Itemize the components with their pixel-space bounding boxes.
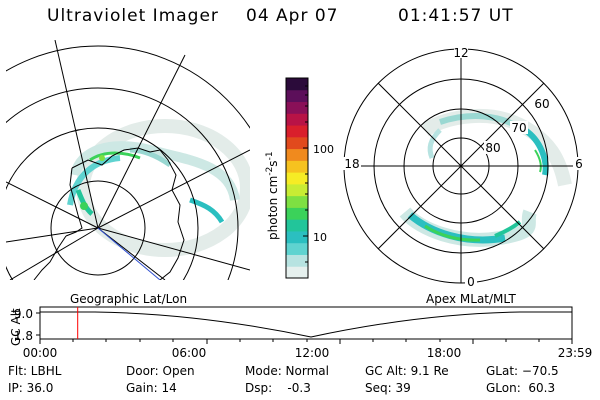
colorbar-cell <box>286 172 308 185</box>
mlt-label-12: 12 <box>453 46 468 60</box>
altitude-curve <box>40 311 572 338</box>
colorbar-cell <box>286 148 308 161</box>
colorbar-cell <box>286 195 308 208</box>
latitude-circles <box>6 45 250 280</box>
mlt-label-6: 6 <box>575 157 583 171</box>
colorbar-tick-100: 100 <box>313 143 334 156</box>
mlat-label-80: 80 <box>485 141 500 155</box>
colorbar-cell <box>286 207 308 220</box>
colorbar-label: photon cm-2s-1 <box>265 151 280 240</box>
aurora-emission-geographic <box>67 119 250 257</box>
colorbar-minor-ticks <box>305 85 308 263</box>
colorbar-cell <box>286 219 308 232</box>
colorbar-cell <box>286 125 308 138</box>
mlat-label-70: 70 <box>511 121 526 135</box>
mlt-label-18: 18 <box>344 157 359 171</box>
date-label: 04 Apr 07 <box>246 6 339 26</box>
time-tick-2359: 23:59 <box>558 346 593 360</box>
time-tick-1800: 18:00 <box>427 346 462 360</box>
colorbar-cell <box>286 266 308 279</box>
gc-alt-info: GC Alt: 9.1 Re <box>365 364 449 378</box>
mlt-label-0: 0 <box>467 275 475 289</box>
dsp-info: Dsp: -0.3 <box>245 381 311 395</box>
glat-info: GLat: −70.5 <box>486 364 559 378</box>
alt-axis-label: GC Alt <box>9 308 23 346</box>
time-tick-1200: 12:00 <box>295 346 330 360</box>
colorbar-cell <box>286 113 308 126</box>
geographic-label: Geographic Lat/Lon <box>70 292 187 306</box>
time-tick-0600: 06:00 <box>172 346 207 360</box>
colorbar-tick-10: 10 <box>313 231 327 244</box>
colorbar-cell <box>286 136 308 150</box>
colorbar-cell <box>286 160 308 173</box>
filter-info: Flt: LBHL <box>8 364 62 378</box>
alt-tick-1.8: 1.8 <box>14 329 33 343</box>
instrument-title: Ultraviolet Imager <box>47 6 219 26</box>
satellite-ground-track <box>97 227 161 280</box>
mlt-radial-lines <box>344 49 578 283</box>
seq-info: Seq: 39 <box>365 381 411 395</box>
mlat-label-60: 60 <box>534 97 549 111</box>
polar-mlt-plot: 12 60 70 80 18 6 0 <box>343 46 585 289</box>
colorbar-cell <box>286 89 308 103</box>
antarctica-coastline <box>33 147 185 280</box>
time-label: 01:41:57 UT <box>398 6 514 26</box>
time-axis-ticks <box>39 339 573 344</box>
colorbar-cell <box>286 254 308 267</box>
geographic-map <box>6 40 250 280</box>
mode-info: Mode: Normal <box>245 364 329 378</box>
apex-label: Apex MLat/MLT <box>426 292 516 306</box>
colorbar-cell <box>286 242 308 255</box>
colorbar-cell <box>286 101 308 114</box>
colorbar-cell <box>286 78 308 91</box>
ip-info: IP: 36.0 <box>8 381 54 395</box>
colorbar: 100 10 photon cm-2s-1 <box>265 77 334 279</box>
altitude-plot: 9.0 1.8 GC Alt 00:00 06:00 12:00 18:00 2… <box>9 306 593 360</box>
door-info: Door: Open <box>126 364 195 378</box>
time-tick-0000: 00:00 <box>23 346 58 360</box>
colorbar-cell <box>286 230 308 244</box>
gain-info: Gain: 14 <box>126 381 177 395</box>
colorbar-cell <box>286 183 308 197</box>
glon-info: GLon: 60.3 <box>486 381 556 395</box>
alt-tick-9: 9.0 <box>14 307 33 321</box>
